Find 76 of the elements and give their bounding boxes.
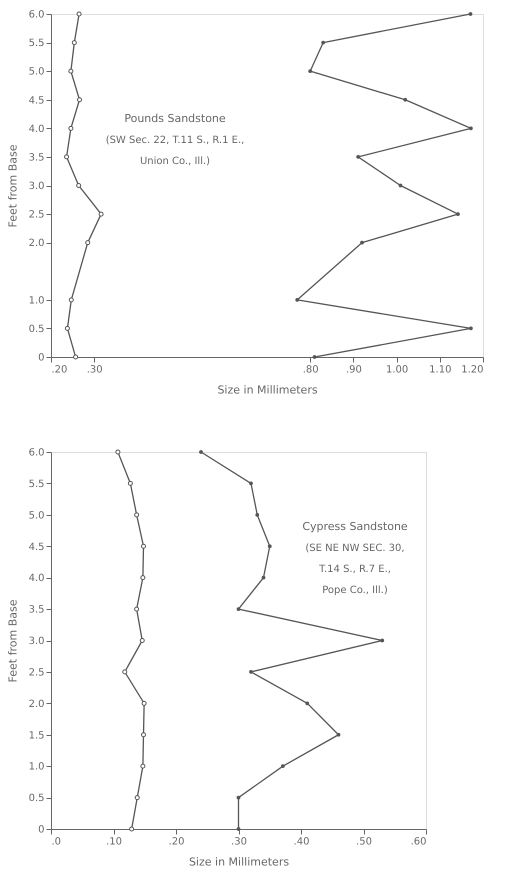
point xyxy=(142,700,147,706)
y-tick-label: 0.5 xyxy=(28,793,44,804)
y-tick-label: 3.5 xyxy=(28,604,44,616)
point xyxy=(268,544,272,548)
point xyxy=(115,450,120,454)
y-tick-label: 4.5 xyxy=(28,542,44,553)
point xyxy=(140,638,145,643)
annotation: Cypress Sandstone xyxy=(302,520,408,533)
point xyxy=(380,638,384,642)
y-tick-label: 1.0 xyxy=(28,762,44,773)
annotation: (SW Sec. 22, T.11 S., R.1 E., xyxy=(106,135,244,146)
point xyxy=(140,764,146,769)
x-tick-label: 1.00 xyxy=(386,364,408,376)
point xyxy=(249,670,253,674)
point xyxy=(199,450,203,454)
y-tick-label: 0 xyxy=(38,824,44,836)
x-tick-label: 1.10 xyxy=(429,364,452,376)
x-tick-label: 1.20 xyxy=(461,364,484,376)
point xyxy=(281,764,285,768)
x-axis-title: Size in Millimeters xyxy=(188,856,290,868)
point xyxy=(134,512,140,518)
point xyxy=(122,669,128,674)
y-tick-label: 6.0 xyxy=(28,448,44,458)
x-tick-label: .30 xyxy=(231,836,247,848)
y-tick-label: 4.5 xyxy=(28,95,44,106)
y-tick-label: 0.5 xyxy=(28,324,44,335)
point xyxy=(249,482,253,486)
y-tick-label: 4.0 xyxy=(28,573,44,584)
x-tick-label: .90 xyxy=(346,364,362,376)
point xyxy=(141,544,146,549)
x-tick-label: .60 xyxy=(410,836,426,848)
annotation: Pounds Sandstone xyxy=(124,112,226,125)
x-tick-label: .50 xyxy=(356,836,372,848)
y-tick-label: 5.0 xyxy=(28,66,44,78)
point xyxy=(336,732,340,737)
y-tick-label: 1.5 xyxy=(28,730,44,742)
point xyxy=(141,732,146,738)
annotation: (SE NE NW SEC. 30, xyxy=(305,543,405,554)
point xyxy=(236,796,240,800)
point xyxy=(305,701,310,706)
annotation: Pope Co., Ill.) xyxy=(322,585,388,596)
y-tick-label: 4.0 xyxy=(28,124,44,135)
point xyxy=(129,826,134,832)
point xyxy=(134,606,140,612)
y-tick-label: 5.5 xyxy=(28,38,44,50)
y-tick-label: 1.0 xyxy=(28,295,44,306)
y-tick-label: 2.5 xyxy=(28,210,44,221)
point xyxy=(262,576,266,580)
x-tick-label: .10 xyxy=(106,836,122,848)
x-tick-label: .0 xyxy=(52,836,62,848)
x-tick-label: .20 xyxy=(168,836,184,848)
y-axis-title: Feet from Base xyxy=(6,144,20,228)
x-axis-title: Size in Millimeters xyxy=(217,384,318,396)
x-tick-label: .40 xyxy=(294,836,310,848)
point xyxy=(236,607,240,611)
y-tick-label: 2.0 xyxy=(28,698,44,710)
point xyxy=(128,480,133,486)
y-axis-title: Feet from Base xyxy=(6,599,20,682)
point xyxy=(134,795,140,800)
y-tick-label: 3.5 xyxy=(28,152,44,164)
point xyxy=(140,575,146,580)
annotation: Union Co., Ill.) xyxy=(140,156,210,167)
annotation: T.14 S., R.7 E., xyxy=(318,564,391,575)
x-tick-label: .80 xyxy=(302,364,319,376)
y-tick-label: 6.0 xyxy=(28,10,44,20)
point xyxy=(236,827,240,831)
y-tick-label: 3.0 xyxy=(28,181,44,192)
y-tick-label: 2.0 xyxy=(28,238,44,250)
x-tick-label: .30 xyxy=(86,364,103,376)
y-tick-label: 5.0 xyxy=(28,510,44,522)
y-tick-label: 2.5 xyxy=(28,667,44,678)
point xyxy=(255,512,260,517)
y-tick-label: 5.5 xyxy=(28,478,44,490)
x-tick-label: .20 xyxy=(52,364,68,376)
y-tick-label: 0 xyxy=(38,352,44,364)
y-tick-label: 3.0 xyxy=(28,636,44,647)
